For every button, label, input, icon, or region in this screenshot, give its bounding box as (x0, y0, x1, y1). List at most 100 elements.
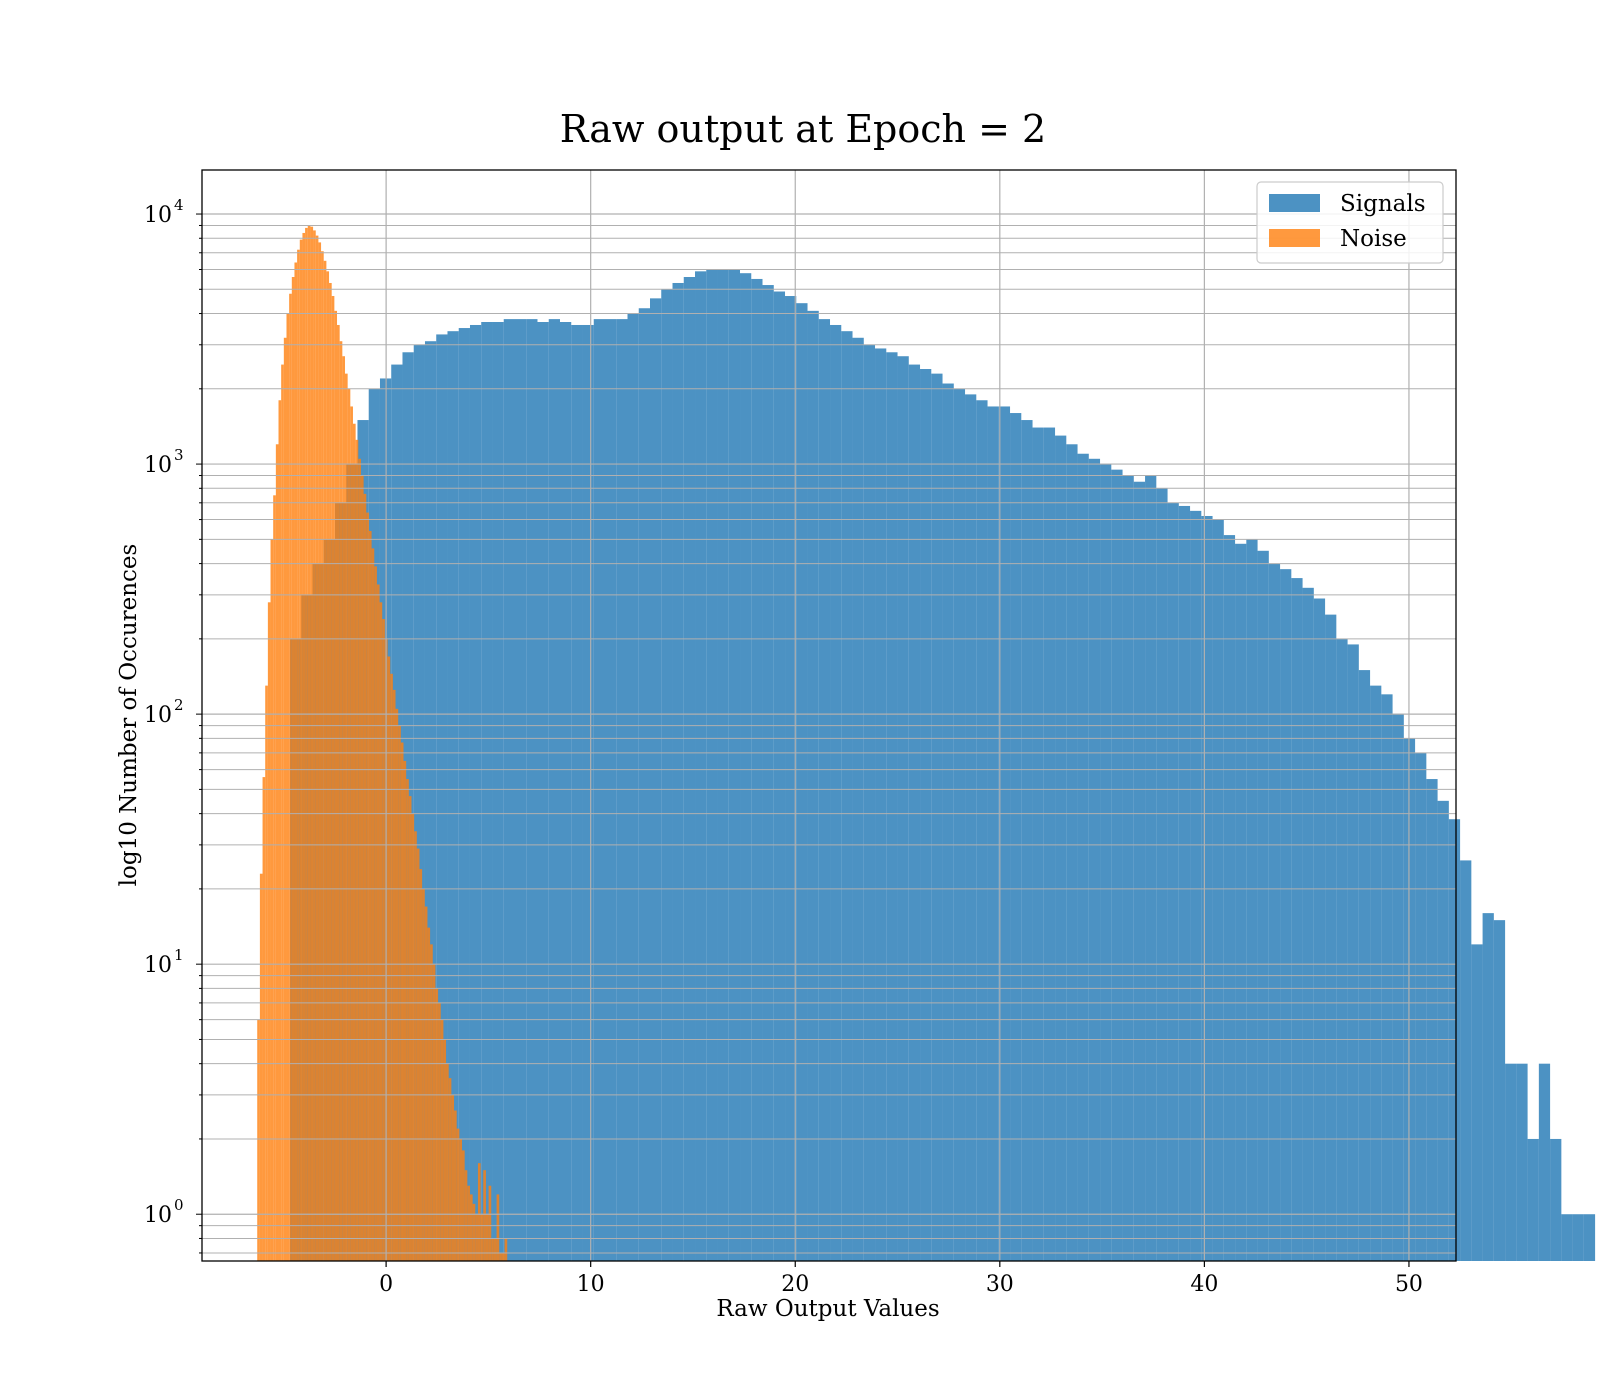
signals-bar (627, 313, 639, 1261)
noise-bar (424, 906, 428, 1261)
signals-bar (1133, 481, 1146, 1262)
signals-bar (863, 344, 876, 1261)
signals-bar (1246, 539, 1258, 1261)
signals-bar (503, 319, 515, 1261)
legend-label-signals: Signals (1340, 191, 1426, 217)
noise-bar (257, 1019, 260, 1261)
noise-bar (283, 337, 287, 1261)
x-tick-label: 10 (577, 1272, 605, 1297)
noise-bar (310, 226, 314, 1262)
signals-bar (1550, 1138, 1562, 1261)
signals-bar (571, 324, 583, 1262)
noise-bar (313, 230, 316, 1261)
noise-bar (480, 1214, 484, 1261)
signals-bar (1347, 644, 1359, 1261)
signals-bar (1482, 913, 1494, 1261)
signals-bar (1066, 444, 1078, 1261)
signals-bar (785, 296, 797, 1261)
noise-bar (446, 1063, 449, 1261)
noise-bar (414, 831, 417, 1261)
signals-bar (1471, 944, 1483, 1261)
noise-bar (477, 1163, 481, 1261)
noise-bar (485, 1214, 489, 1261)
signals-bar (436, 334, 448, 1261)
noise-bar (398, 725, 401, 1261)
noise-bar (432, 964, 436, 1261)
signals-bar (1516, 1063, 1528, 1261)
signals-bar (728, 269, 741, 1261)
signals-bar (492, 322, 504, 1261)
noise-bar (278, 400, 282, 1261)
signals-bar (931, 373, 943, 1261)
signals-bar (920, 369, 932, 1261)
plot-area (202, 170, 1596, 1262)
signals-bar (1111, 469, 1123, 1261)
signals-bar (1572, 1214, 1584, 1261)
signals-bar (1302, 587, 1314, 1261)
y-tick-label-exponent: 4 (174, 196, 184, 214)
noise-bar (448, 1078, 452, 1261)
noise-bar (464, 1170, 468, 1261)
x-tick-label: 50 (1395, 1272, 1423, 1297)
signals-bar (1448, 819, 1461, 1261)
signals-bar (976, 400, 988, 1261)
grid-lines (202, 170, 1456, 1261)
signals-bar (807, 310, 819, 1262)
noise-bar (501, 1252, 505, 1261)
noise-bar (379, 602, 383, 1261)
noise-bar (390, 673, 393, 1261)
legend-swatch-noise (1269, 229, 1320, 247)
noise-bar (286, 313, 290, 1261)
noise-bar (403, 760, 407, 1261)
noise-bar (281, 364, 284, 1261)
signals-bar (683, 277, 696, 1261)
signals-bar (1145, 475, 1157, 1261)
signals-bar (706, 269, 718, 1261)
y-tick-label: 10 (144, 953, 172, 978)
x-tick-label: 30 (986, 1272, 1014, 1297)
signals-bar (1021, 420, 1033, 1261)
signals-bar (1325, 614, 1337, 1261)
signals-bar (458, 328, 470, 1261)
signals-bar (1077, 453, 1089, 1262)
signals-bar (1313, 598, 1326, 1261)
noise-bar (366, 512, 369, 1261)
noise-bar (315, 235, 319, 1262)
signals-bar (942, 383, 954, 1261)
signals-bar (1415, 752, 1427, 1261)
signals-bar (1280, 569, 1292, 1261)
legend-swatch-signals (1269, 194, 1320, 212)
noise-bar (275, 444, 279, 1261)
signals-bar (1223, 535, 1236, 1261)
x-axis-label: Raw Output Values (716, 1296, 939, 1322)
signals-bar (1527, 1138, 1539, 1261)
y-axis-label: log10 Number of Occurences (116, 544, 142, 887)
signals-bar (582, 324, 594, 1262)
signals-bar (1561, 1214, 1573, 1261)
noise-bar (334, 310, 338, 1262)
signals-bar (1358, 670, 1371, 1261)
signals-bar (447, 331, 459, 1261)
noise-bar (347, 388, 351, 1261)
legend: Signals Noise (1256, 181, 1444, 264)
signals-bar (514, 319, 527, 1261)
signals-bar (1257, 550, 1269, 1261)
y-tick-label: 10 (144, 703, 172, 728)
noise-bar (440, 1019, 444, 1261)
noise-bar (422, 888, 425, 1261)
signals-bar (1493, 920, 1506, 1261)
signals-bar (1583, 1214, 1596, 1261)
noise-bar (302, 232, 306, 1262)
signals-bar (1505, 1063, 1517, 1261)
y-tick-label-exponent: 0 (174, 1196, 184, 1214)
signals-bar (559, 322, 572, 1261)
signals-bar (1538, 1063, 1551, 1261)
signals-bar (987, 406, 999, 1262)
signals-bar (908, 364, 921, 1261)
noise-bar (416, 848, 420, 1261)
signals-bar (548, 319, 560, 1261)
noise-bar (496, 1194, 500, 1261)
legend-label-noise: Noise (1340, 226, 1407, 252)
y-tick-label-exponent: 1 (174, 946, 184, 964)
